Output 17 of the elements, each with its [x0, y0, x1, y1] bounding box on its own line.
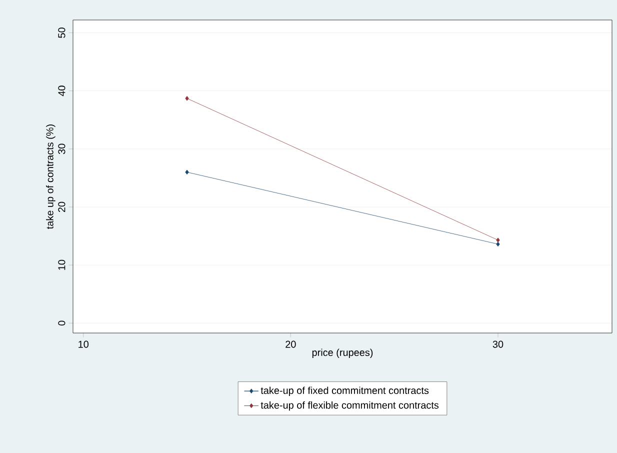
x-tick-label: 10	[78, 340, 89, 348]
point	[496, 238, 500, 242]
y-tick-label: 0	[58, 320, 66, 326]
legend-label: take-up of fixed commitment contracts	[260, 386, 429, 396]
x-tick-label: 30	[492, 340, 504, 348]
x-tick-label: 20	[286, 340, 296, 348]
legend-label: take-up of flexible commitment contracts	[260, 401, 439, 411]
y-tick-label: 10	[58, 260, 66, 270]
y-tick-label: 20	[58, 202, 66, 212]
point	[185, 170, 189, 175]
point	[185, 96, 189, 101]
y-axis-title: take up of contracts (%)	[46, 124, 56, 229]
y-tick-label: 50	[58, 28, 66, 38]
y-tick-label: 30	[58, 144, 66, 154]
y-tick-label: 40	[58, 86, 66, 96]
point	[496, 242, 500, 247]
x-axis-title: price (rupees)	[312, 348, 373, 358]
